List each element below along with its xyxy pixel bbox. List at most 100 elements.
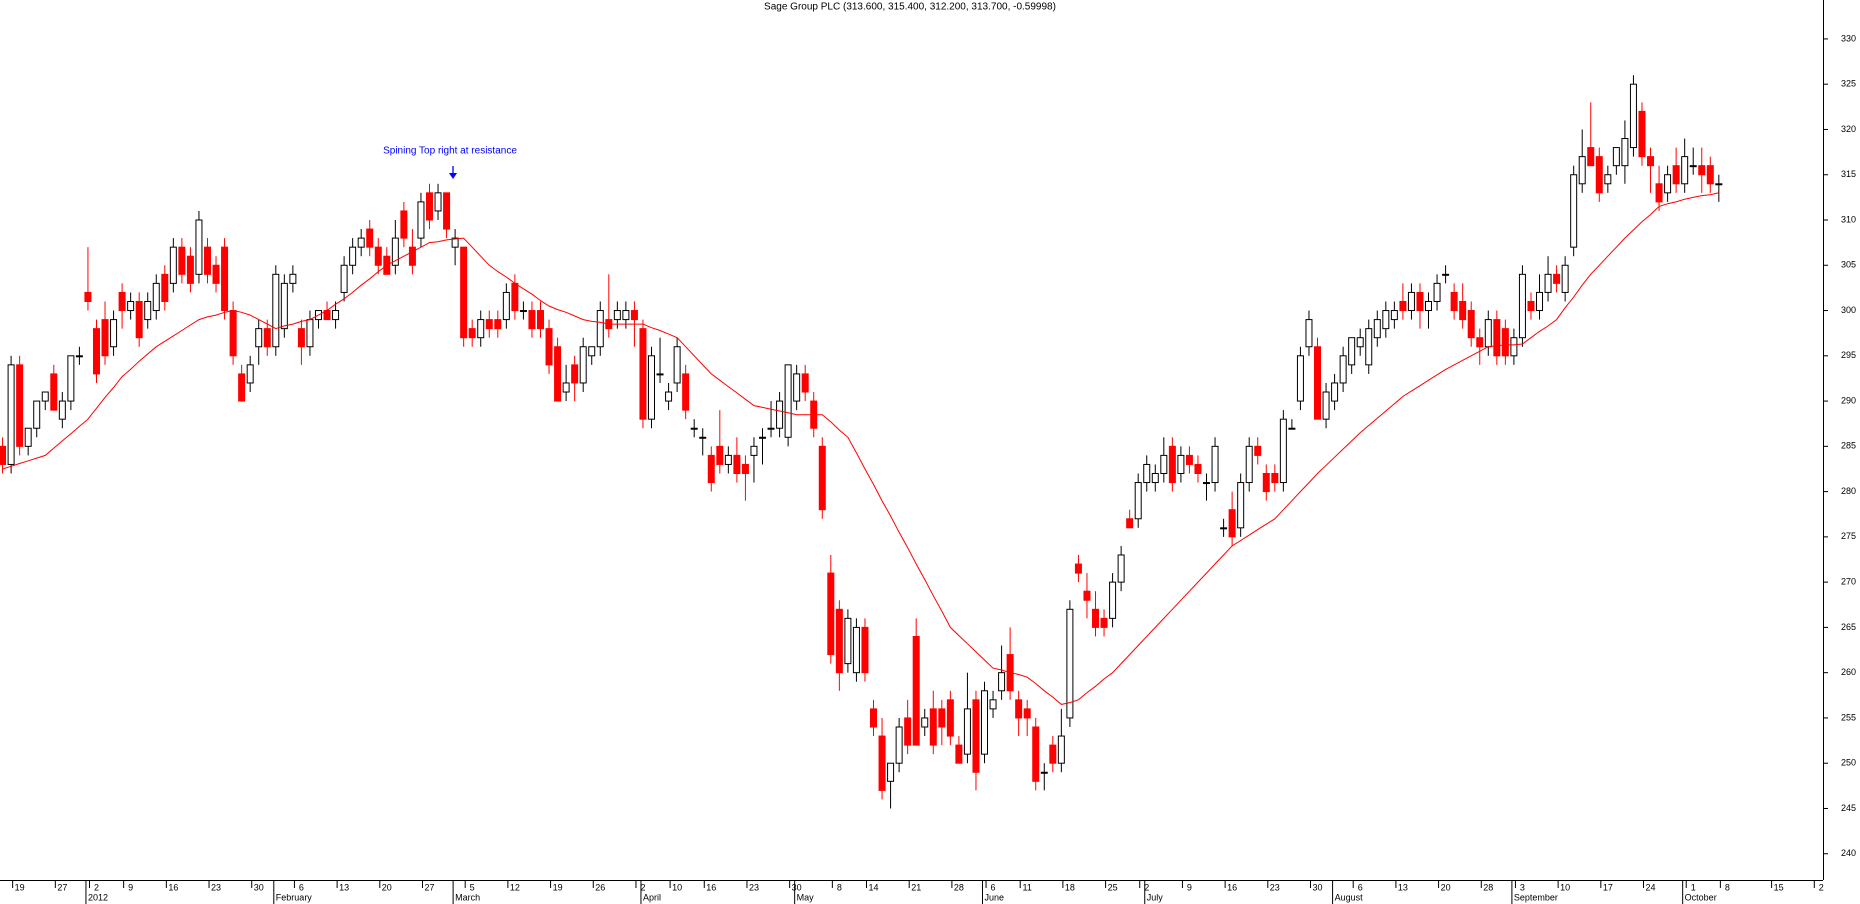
x-tick-label: 13	[339, 882, 349, 892]
x-tick-label: 10	[672, 882, 682, 892]
candle-body	[673, 346, 681, 384]
candle-body	[1587, 147, 1595, 167]
x-tick-label: 30	[254, 882, 264, 892]
candle-body	[972, 699, 980, 773]
candle-body	[1442, 273, 1450, 276]
candle-body	[1467, 310, 1475, 339]
y-tick-label: 250	[1841, 758, 1856, 768]
candle-body	[1553, 273, 1561, 284]
candle-body	[1365, 328, 1373, 366]
candle-body	[84, 291, 92, 302]
candle-body	[1057, 735, 1065, 764]
candle-body	[494, 319, 502, 330]
candle-body	[861, 626, 869, 674]
candle-body	[425, 192, 433, 221]
candle-body	[519, 310, 527, 313]
candle-body	[1074, 563, 1082, 574]
candle-body	[1262, 472, 1270, 493]
candle-body	[349, 246, 357, 266]
x-tick-label: 27	[57, 882, 67, 892]
candle-body	[1570, 174, 1578, 248]
candle-body	[1109, 581, 1117, 619]
candle-body	[289, 273, 297, 284]
candle-body	[92, 328, 100, 375]
candle-body	[332, 310, 340, 321]
candle-body	[451, 237, 459, 248]
candle-body	[776, 400, 784, 429]
candle-body	[895, 726, 903, 764]
candle-body	[554, 346, 562, 402]
candle-body	[272, 273, 280, 348]
x-tick-label: 24	[1646, 882, 1656, 892]
candle-body	[741, 463, 749, 474]
x-tick-label: 16	[1227, 882, 1237, 892]
candle-body	[938, 708, 946, 728]
y-tick-label: 280	[1841, 486, 1856, 496]
candle-body	[1314, 346, 1322, 420]
month-label: August	[1335, 892, 1364, 902]
month-label: September	[1514, 892, 1558, 902]
candle-body	[1493, 319, 1501, 357]
candle-body	[1450, 291, 1458, 312]
candle-body	[1706, 165, 1714, 185]
candle-body	[1501, 328, 1509, 357]
candle-body	[1237, 482, 1245, 529]
candle-body	[75, 355, 83, 358]
x-tick-label: 17	[1603, 882, 1613, 892]
candle-body	[408, 246, 416, 266]
candle-body	[33, 400, 41, 429]
candle-body	[127, 300, 135, 312]
candle-body	[929, 708, 937, 746]
candle-body	[238, 373, 246, 402]
y-tick-label: 310	[1841, 214, 1856, 224]
candle-body	[434, 192, 442, 212]
candle-body	[41, 391, 49, 402]
y-tick-label: 245	[1841, 803, 1856, 813]
candle-body	[630, 310, 638, 321]
y-tick-label: 260	[1841, 667, 1856, 677]
y-tick-label: 275	[1841, 531, 1856, 541]
candle-body	[1416, 291, 1424, 312]
candle-body	[152, 282, 160, 312]
candle-body	[1083, 590, 1091, 601]
candle-body	[1476, 337, 1484, 348]
x-tick-label: 16	[706, 882, 716, 892]
month-label: 2012	[88, 892, 108, 902]
candle-body	[835, 608, 843, 674]
candle-body	[1578, 156, 1586, 185]
month-label: June	[985, 892, 1005, 902]
candle-body	[280, 282, 288, 330]
y-tick-label: 270	[1841, 577, 1856, 587]
candle-body	[887, 762, 895, 782]
x-tick-label: 11	[1023, 882, 1032, 892]
candle-body	[169, 246, 177, 284]
candle-body	[818, 445, 826, 511]
candle-body	[852, 626, 860, 674]
candle-body	[1254, 445, 1262, 456]
month-label: July	[1147, 892, 1164, 902]
candle-body	[1100, 617, 1108, 628]
x-tick-label: 19	[553, 882, 563, 892]
x-tick-label: 1	[1691, 882, 1696, 892]
candle-body	[1433, 282, 1441, 302]
y-tick-label: 240	[1841, 848, 1856, 858]
annotation-arrow	[449, 166, 457, 179]
candle-body	[110, 319, 118, 348]
candle-body	[1459, 300, 1467, 321]
candle-body	[1322, 391, 1330, 420]
candle-body	[24, 427, 32, 447]
candle-body	[613, 310, 621, 321]
x-tick-label: 12	[510, 882, 520, 892]
candle-body	[1681, 156, 1689, 185]
candle-body	[1544, 273, 1552, 293]
y-tick-label: 330	[1841, 33, 1856, 43]
x-tick-label: 20	[1441, 882, 1451, 892]
candle-body	[1220, 527, 1228, 530]
candle-body	[460, 246, 468, 339]
x-tick-label: 8	[1725, 882, 1730, 892]
candle-body	[946, 699, 954, 737]
candle-body	[1595, 156, 1603, 194]
candle-body	[1143, 463, 1151, 484]
candle-body	[229, 310, 237, 357]
candle-body	[135, 300, 143, 339]
